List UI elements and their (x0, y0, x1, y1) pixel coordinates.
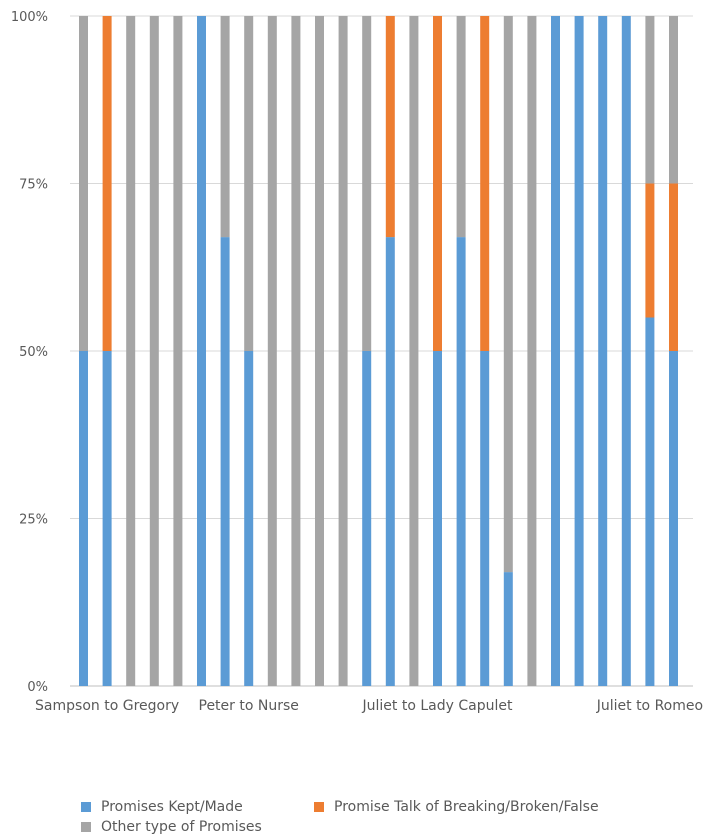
bar-segment-other (409, 16, 419, 686)
bar-segment-other (267, 16, 277, 686)
bar-segment-other (527, 16, 537, 686)
bar-segment-kept (220, 237, 230, 686)
bar-segment-broken (102, 16, 112, 351)
bar-segment-kept (503, 572, 513, 686)
bar-segment-kept (102, 351, 112, 686)
chart-svg: 0% 25% 50% 75% 100% Sampson to Gregory Peter … (11, 10, 703, 714)
bar-segment-other (291, 16, 301, 686)
bar-segment-kept (79, 351, 88, 686)
legend-label-broken: Promise Talk of Breaking/Broken/False (334, 799, 599, 815)
bar-segment-kept (551, 16, 560, 686)
bar-segment-kept (598, 16, 608, 686)
bar-segment-broken (433, 16, 442, 351)
bar-segment-kept (480, 351, 490, 686)
bar-segment-other (244, 16, 254, 351)
bar-segment-broken (385, 16, 395, 238)
legend-label-kept: Promises Kept/Made (101, 799, 243, 815)
bar-segment-other (669, 16, 678, 184)
bar-segment-kept (197, 16, 206, 686)
x-category-label: Sampson to Gregory (35, 698, 179, 714)
bar-segment-kept (456, 237, 466, 686)
bar-segment-broken (669, 183, 678, 351)
bar-segment-other (503, 16, 513, 573)
bar-segment-kept (244, 351, 254, 686)
x-category-label: Peter to Nurse (199, 698, 299, 714)
bar-segment-kept (574, 16, 584, 686)
legend: Promises Kept/Made Promise Talk of Break… (0, 795, 725, 838)
y-tick-label: 75% (19, 178, 48, 193)
bar-segment-other (456, 16, 466, 238)
bar-segment-other (173, 16, 183, 686)
y-tick-label: 100% (11, 10, 48, 25)
legend-item-broken: Promise Talk of Breaking/Broken/False (314, 799, 599, 815)
legend-swatch-kept (81, 802, 91, 812)
legend-item-other: Other type of Promises (81, 819, 262, 835)
legend-swatch-broken (314, 802, 324, 812)
bar-segment-other (126, 16, 136, 686)
bar-segment-broken (645, 183, 655, 318)
bar-segment-other (338, 16, 348, 686)
bar-segment-other (315, 16, 324, 686)
bar-segment-kept (385, 237, 395, 686)
x-category-label: Juliet to Romeo (596, 698, 703, 714)
bar-segment-kept (621, 16, 631, 686)
y-axis-ticks: 0% 25% 50% 75% 100% (11, 10, 48, 695)
bar-segment-other (79, 16, 88, 351)
bar-segment-other (645, 16, 655, 184)
y-tick-label: 0% (27, 680, 48, 695)
legend-item-kept: Promises Kept/Made (81, 799, 243, 815)
legend-swatch-other (81, 822, 91, 832)
bar-segment-kept (669, 351, 678, 686)
bar-segment-kept (645, 317, 655, 686)
bar-segment-broken (480, 16, 490, 351)
x-category-label: Juliet to Lady Capulet (362, 698, 513, 714)
bar-segment-other (220, 16, 230, 238)
bar-segment-other (362, 16, 372, 351)
y-tick-label: 50% (19, 345, 48, 360)
y-tick-label: 25% (19, 513, 48, 528)
bar-segment-kept (433, 351, 442, 686)
bars (79, 16, 678, 686)
legend-label-other: Other type of Promises (101, 819, 262, 835)
x-axis-labels: Sampson to Gregory Peter to Nurse Juliet t… (35, 698, 703, 714)
bar-segment-other (149, 16, 159, 686)
bar-segment-kept (362, 351, 372, 686)
